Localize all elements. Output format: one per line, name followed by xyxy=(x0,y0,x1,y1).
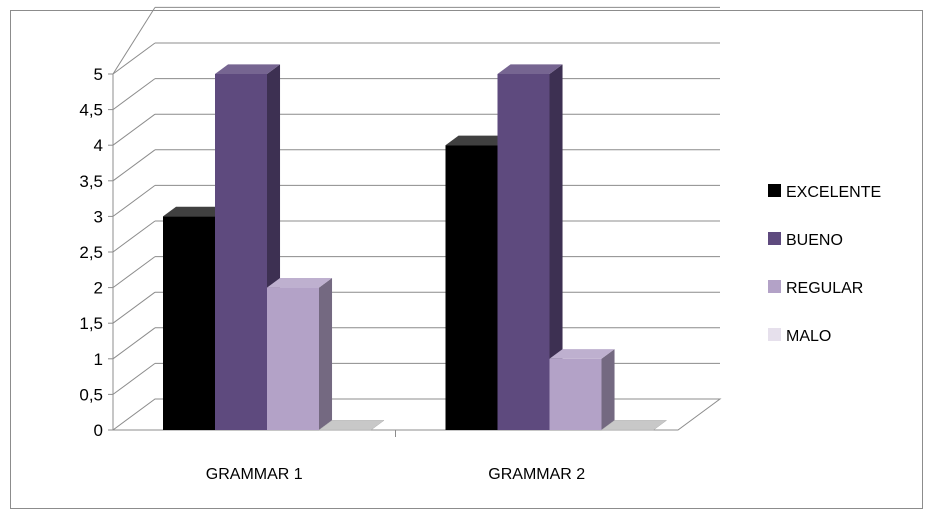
gridline-side xyxy=(112,327,156,360)
x-category-label: GRAMMAR 2 xyxy=(488,466,585,483)
bar-top xyxy=(318,420,385,431)
bar-bueno-2 xyxy=(497,64,563,431)
x-category-labels: GRAMMAR 1 GRAMMAR 2 xyxy=(206,466,586,483)
legend-swatch xyxy=(768,280,781,293)
bar-front xyxy=(445,145,498,430)
bar-top xyxy=(445,135,511,146)
bar-top xyxy=(600,420,668,431)
legend-swatch xyxy=(768,184,781,197)
gridline-side xyxy=(112,42,156,75)
y-tick-label: 4 xyxy=(94,136,103,155)
legend-item-regular: REGULAR xyxy=(768,280,863,297)
bar-side xyxy=(549,64,563,431)
bar-front xyxy=(497,74,550,430)
gridline-side xyxy=(112,256,156,289)
y-tick-label: 2 xyxy=(94,279,103,298)
gridline-side xyxy=(112,184,156,217)
gridline-side xyxy=(112,7,156,75)
y-tick-label: 3,5 xyxy=(79,172,103,191)
bars xyxy=(163,64,668,431)
legend-label: EXCELENTE xyxy=(786,184,881,201)
legend-item-bueno: BUENO xyxy=(768,232,843,249)
bar-malo-2 xyxy=(600,420,668,431)
bar-malo-1 xyxy=(318,420,385,431)
y-tick-labels: 0 0,5 1 1,5 2 2,5 3 3,5 4 4,5 5 xyxy=(79,65,103,440)
bar-front xyxy=(215,74,267,430)
gridline-side xyxy=(112,362,156,395)
gridline-side xyxy=(112,113,156,146)
bar-bueno-1 xyxy=(215,64,281,431)
legend: EXCELENTE BUENO REGULAR MALO xyxy=(768,184,881,345)
bar-front xyxy=(267,287,319,430)
x-category-label: GRAMMAR 1 xyxy=(206,466,303,483)
legend-label: MALO xyxy=(786,328,831,345)
y-tick-label: 1,5 xyxy=(79,314,103,333)
legend-label: BUENO xyxy=(786,232,843,249)
bar-top xyxy=(497,64,563,74)
legend-label: REGULAR xyxy=(786,280,863,297)
y-tick-label: 0 xyxy=(94,421,103,440)
bar-regular-2 xyxy=(549,349,615,430)
bar-excelente-1 xyxy=(163,206,229,430)
y-tick-label: 5 xyxy=(94,65,103,84)
bar-top xyxy=(215,64,281,74)
y-tick-label: 4,5 xyxy=(79,101,103,120)
y-tick-label: 2,5 xyxy=(79,243,103,262)
gridline-side xyxy=(112,78,156,111)
gridline-side xyxy=(112,291,156,324)
bar-top xyxy=(549,349,615,359)
bar-side xyxy=(601,349,615,430)
bar-top xyxy=(267,277,333,288)
y-tick-label: 0,5 xyxy=(79,385,103,404)
gridline-side xyxy=(112,220,156,253)
bar-front xyxy=(549,358,602,430)
bar-top xyxy=(163,206,229,217)
legend-swatch xyxy=(768,328,781,341)
bar-regular-1 xyxy=(267,277,333,430)
y-tick-label: 1 xyxy=(94,350,103,369)
legend-swatch xyxy=(768,232,781,245)
bar-front xyxy=(163,216,215,430)
legend-item-malo: MALO xyxy=(768,328,831,345)
bar-side xyxy=(319,277,333,430)
y-tick-label: 3 xyxy=(94,207,103,226)
gridline-side xyxy=(112,149,156,182)
legend-item-excelente: EXCELENTE xyxy=(768,184,881,201)
